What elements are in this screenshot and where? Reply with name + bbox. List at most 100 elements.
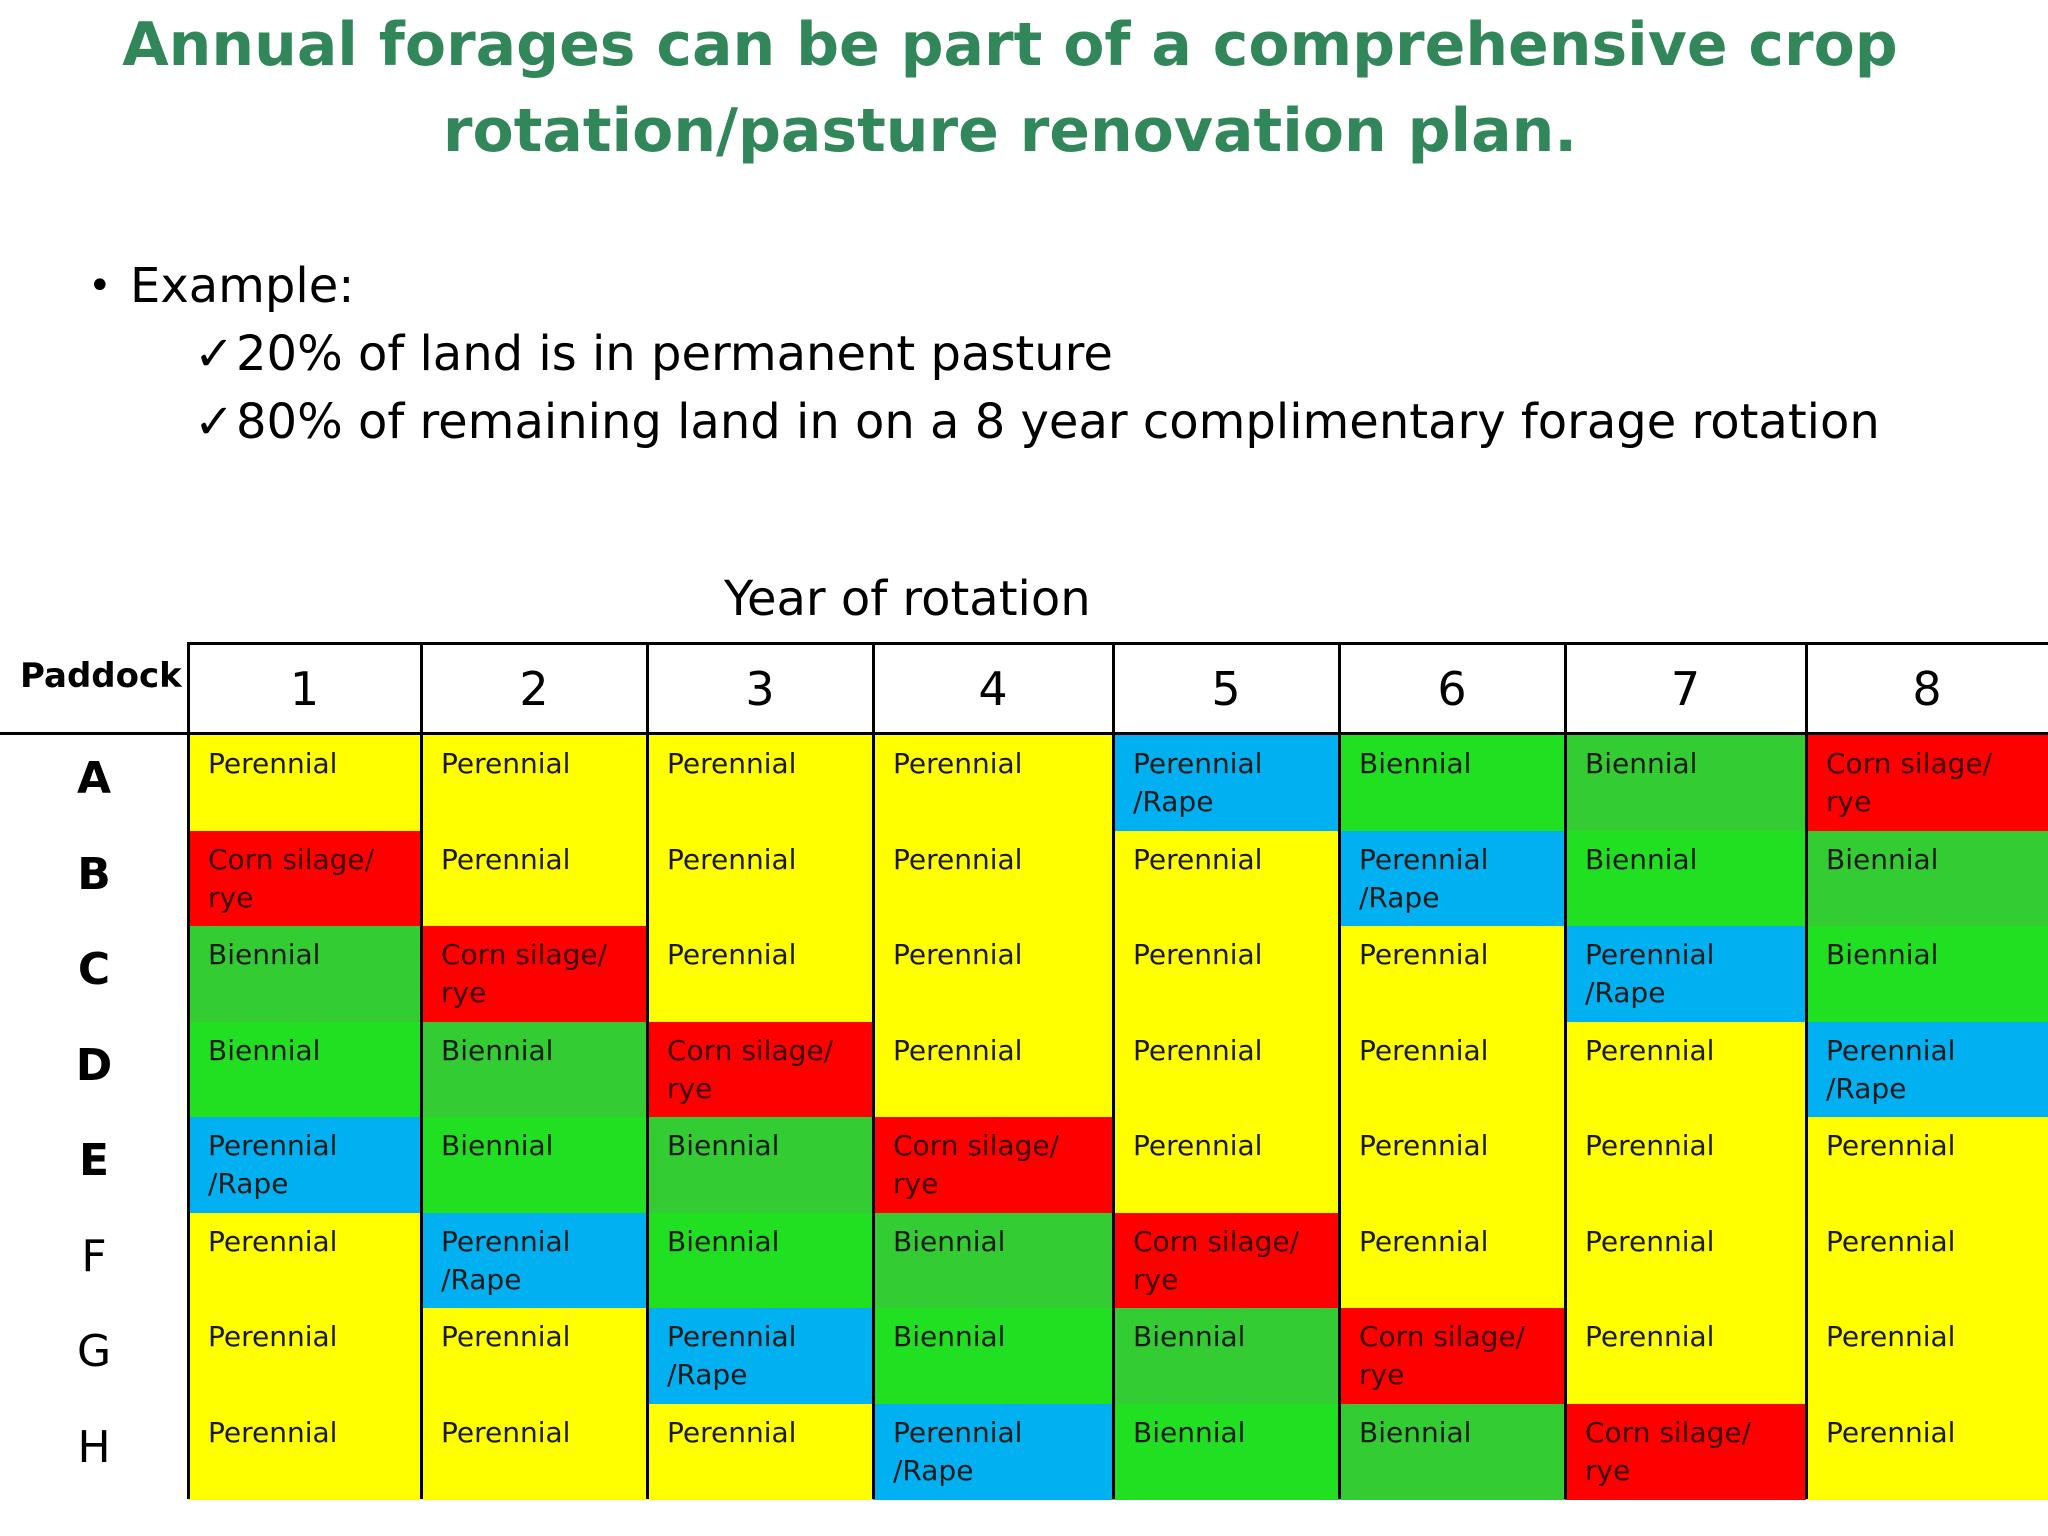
column-divider <box>1564 642 1567 1499</box>
column-header-6: 6 <box>1437 662 1467 716</box>
rotation-cell: Perennial /Rape <box>188 1117 421 1213</box>
table-top-border <box>188 642 2048 645</box>
table-header-divider <box>0 732 2048 735</box>
rotation-cell: Perennial <box>421 830 647 927</box>
column-header-5: 5 <box>1211 662 1241 716</box>
rotation-cell: Perennial <box>873 1021 1113 1118</box>
column-divider <box>1112 642 1115 1499</box>
column-header-4: 4 <box>978 662 1008 716</box>
rotation-cell: Biennial <box>1806 830 2048 927</box>
rotation-cell: Perennial <box>1565 1308 1806 1404</box>
rotation-cell: Perennial /Rape <box>1113 735 1339 831</box>
rotation-cell: Corn silage/ rye <box>647 1021 873 1118</box>
check-item: ✓80% of remaining land in on a 8 year co… <box>88 388 1880 456</box>
rotation-cell: Perennial <box>1806 1308 2048 1404</box>
rotation-cell: Perennial <box>1806 1117 2048 1213</box>
rotation-cell: Perennial /Rape <box>421 1212 647 1309</box>
rotation-cell: Perennial <box>647 830 873 927</box>
column-divider <box>187 642 190 1499</box>
rotation-cell: Biennial <box>873 1212 1113 1309</box>
rotation-cell: Biennial <box>1339 1403 1565 1500</box>
rotation-cell: Biennial <box>1565 735 1806 831</box>
rotation-cell: Corn silage/ rye <box>1339 1308 1565 1404</box>
check-item-text: 80% of remaining land in on a 8 year com… <box>236 394 1880 450</box>
rotation-cell: Perennial <box>1565 1021 1806 1118</box>
rotation-cell: Perennial /Rape <box>873 1403 1113 1500</box>
rotation-cell: Perennial <box>188 1212 421 1309</box>
paddock-label-e: E <box>78 1135 110 1186</box>
rotation-cell: Biennial <box>421 1117 647 1213</box>
rotation-cell: Perennial <box>1113 926 1339 1022</box>
rotation-cell: Perennial <box>1339 1212 1565 1309</box>
column-divider <box>420 642 423 1499</box>
rotation-cell: Perennial <box>1565 1117 1806 1213</box>
rotation-cell: Perennial <box>1113 830 1339 927</box>
rotation-cell: Biennial <box>421 1021 647 1118</box>
rotation-cell: Perennial <box>873 830 1113 927</box>
column-header-7: 7 <box>1670 662 1701 716</box>
rotation-cell: Biennial <box>873 1308 1113 1404</box>
rotation-cell: Perennial <box>188 735 421 831</box>
year-of-rotation-label: Year of rotation <box>724 571 1091 627</box>
rotation-cell: Corn silage/ rye <box>421 926 647 1022</box>
rotation-cell: Biennial <box>1113 1403 1339 1500</box>
rotation-cell: Perennial <box>1339 926 1565 1022</box>
rotation-cell: Biennial <box>1339 735 1565 831</box>
rotation-cell: Biennial <box>1113 1308 1339 1404</box>
title-line-1: Annual forages can be part of a comprehe… <box>122 10 1898 80</box>
column-header-3: 3 <box>745 662 775 716</box>
rotation-cell: Biennial <box>188 926 421 1022</box>
paddock-label-c: C <box>77 944 111 995</box>
column-header-1: 1 <box>289 662 320 716</box>
check-item: ✓20% of land is in permanent pasture <box>88 320 1880 388</box>
rotation-cell: Corn silage/ rye <box>873 1117 1113 1213</box>
rotation-cell: Perennial <box>1806 1403 2048 1500</box>
rotation-cell: Perennial /Rape <box>1806 1021 2048 1118</box>
paddock-label-f: F <box>81 1230 107 1282</box>
paddock-header: Paddock <box>20 656 182 696</box>
column-divider <box>1805 642 1808 1499</box>
column-divider <box>1338 642 1341 1499</box>
rotation-cell: Biennial <box>1806 926 2048 1022</box>
rotation-cell: Perennial <box>1339 1021 1565 1118</box>
column-header-8: 8 <box>1912 662 1942 716</box>
rotation-cell: Perennial <box>421 735 647 831</box>
rotation-cell: Perennial <box>647 926 873 1022</box>
check-item-text: 20% of land is in permanent pasture <box>236 326 1113 382</box>
paddock-label-b: B <box>77 848 111 900</box>
rotation-cell: Biennial <box>188 1021 421 1118</box>
rotation-cell: Biennial <box>647 1117 873 1213</box>
column-divider <box>872 642 875 1499</box>
rotation-cell: Perennial <box>647 735 873 831</box>
rotation-cell: Corn silage/ rye <box>1565 1403 1806 1500</box>
rotation-table: Paddock 1 2 3 4 5 6 7 8 A Perennial Perennial Peren… <box>0 642 2048 1500</box>
rotation-cell: Perennial /Rape <box>1565 926 1806 1022</box>
paddock-label-g: G <box>76 1326 112 1377</box>
rotation-cell: Perennial <box>1113 1117 1339 1213</box>
title-line-2: rotation/pasture renovation plan. <box>442 96 1578 166</box>
rotation-cell: Perennial <box>1806 1212 2048 1309</box>
example-bullets: Example: ✓20% of land is in permanent pa… <box>88 252 1880 456</box>
column-header-2: 2 <box>519 662 549 716</box>
rotation-cell: Perennial <box>1339 1117 1565 1213</box>
paddock-label-a: A <box>76 753 112 804</box>
rotation-cell: Biennial <box>1565 830 1806 927</box>
rotation-cell: Perennial <box>188 1308 421 1404</box>
rotation-cell: Perennial /Rape <box>1339 830 1565 927</box>
checkmark-icon: ✓ <box>194 394 235 450</box>
paddock-label-d: D <box>75 1039 113 1091</box>
paddock-label-h: H <box>77 1421 111 1473</box>
rotation-cell: Perennial <box>421 1308 647 1404</box>
rotation-cell: Biennial <box>647 1212 873 1309</box>
rotation-cell: Perennial <box>421 1403 647 1500</box>
slide-title: Annual forages can be part of a comprehe… <box>0 2 2020 174</box>
rotation-cell: Corn silage/ rye <box>1806 735 2048 831</box>
checkmark-icon: ✓ <box>194 326 235 382</box>
rotation-cell: Corn silage/ rye <box>188 830 421 927</box>
rotation-cell: Perennial <box>647 1403 873 1500</box>
rotation-cell: Perennial /Rape <box>647 1308 873 1404</box>
rotation-cell: Perennial <box>1565 1212 1806 1309</box>
rotation-cell: Perennial <box>1113 1021 1339 1118</box>
column-divider <box>646 642 649 1499</box>
rotation-cell: Perennial <box>873 926 1113 1022</box>
